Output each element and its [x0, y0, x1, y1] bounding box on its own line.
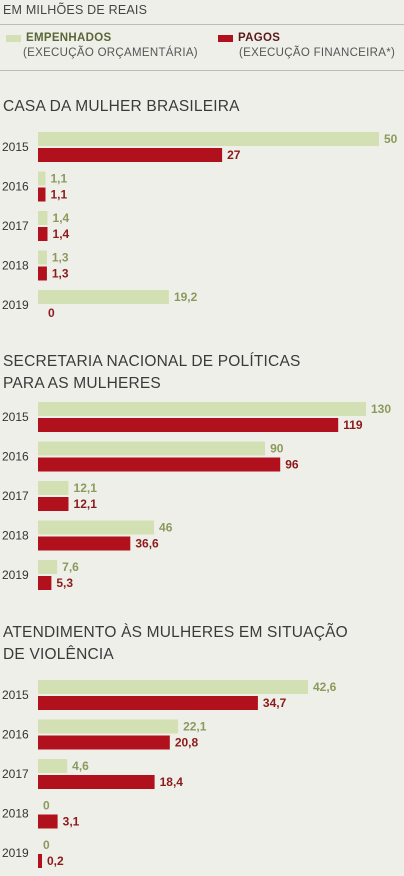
chart-1-year-label: 2019 [2, 298, 29, 312]
chart-3-year-label: 2015 [2, 688, 29, 702]
legend-swatch-empenhados [6, 35, 21, 42]
chart-1-label-pagos: 1,3 [52, 267, 69, 281]
chart-2-bar-empenhados [38, 441, 266, 456]
chart-3-bar-pagos [38, 854, 42, 868]
chart-2-bar-empenhados [38, 481, 69, 495]
chart-2-year-label: 2016 [2, 450, 29, 464]
chart-1-label-empenhados: 1,3 [52, 251, 69, 265]
chart-3-title-line-1: ATENDIMENTO ÀS MULHERES EM SITUAÇÃO [3, 624, 348, 641]
chart-3-year-label: 2016 [2, 728, 29, 742]
chart-3-bar-pagos [38, 814, 58, 829]
chart-1-year-label: 2017 [2, 219, 29, 233]
legend-empenhados-sub: (EXECUÇÃO ORÇAMENTÁRIA) [23, 47, 198, 59]
chart-3-label-empenhados: 0 [43, 838, 50, 852]
chart-1-year-label: 2015 [2, 140, 29, 154]
chart-2-label-pagos: 96 [285, 458, 299, 472]
chart-2-label-empenhados: 46 [159, 521, 173, 535]
chart-3-bar-pagos [38, 696, 258, 710]
chart-3-label-empenhados: 22,1 [183, 720, 207, 734]
chart-3-label-pagos: 20,8 [175, 736, 199, 750]
chart-2-year-label: 2018 [2, 529, 29, 543]
chart-3-bar-empenhados [38, 759, 68, 773]
chart-1-bar-empenhados [38, 250, 47, 265]
chart-2-title-line-2: PARA AS MULHERES [3, 375, 161, 392]
legend-empenhados: EMPENHADOS (EXECUÇÃO ORÇAMENTÁRIA) [6, 31, 198, 61]
chart-1-bar-empenhados [38, 211, 48, 225]
chart-1-bar-empenhados [38, 290, 169, 304]
chart-3-label-pagos: 34,7 [263, 696, 287, 710]
chart-3-year-label: 2017 [2, 767, 29, 781]
chart-3-bar-pagos [38, 775, 155, 789]
chart-1-label-pagos: 1,1 [51, 188, 68, 202]
chart-2-bar-pagos [38, 418, 339, 432]
chart-1-label-empenhados: 1,4 [53, 211, 70, 225]
chart-3-label-pagos: 0,2 [47, 854, 64, 868]
chart-2-label-pagos: 36,6 [135, 537, 159, 551]
chart-3-year-label: 2018 [2, 807, 29, 821]
legend-swatch-pagos [218, 35, 233, 42]
chart-2-year-label: 2015 [2, 410, 29, 424]
chart-3-label-empenhados: 42,6 [313, 680, 337, 694]
chart-2-label-pagos: 5,3 [56, 576, 73, 590]
chart-2-label-empenhados: 12,1 [74, 481, 98, 495]
chart-1-bar-pagos [38, 227, 48, 241]
chart-1-bar-empenhados [38, 132, 379, 146]
chart-2-title-line-1: SECRETARIA NACIONAL DE POLÍTICAS [3, 353, 301, 370]
chart-1-title-line-1: CASA DA MULHER BRASILEIRA [3, 98, 240, 115]
chart-1-label-empenhados: 50 [384, 132, 398, 146]
chart-3-label-empenhados: 0 [43, 799, 50, 813]
chart-1-bar-pagos [38, 187, 46, 202]
chart-1-bar-pagos [38, 148, 223, 162]
legend-pagos-sub: (EXECUÇÃO FINANCEIRA*) [239, 47, 396, 59]
chart-2-bar-pagos [38, 497, 69, 511]
chart-2-label-empenhados: 90 [270, 442, 284, 456]
chart-1-year-label: 2018 [2, 259, 29, 273]
chart-3-label-empenhados: 4,6 [72, 759, 89, 773]
chart-1-label-empenhados: 19,2 [174, 290, 198, 304]
chart-1-label-pagos: 0 [48, 306, 55, 320]
chart-1-label-pagos: 27 [227, 148, 241, 162]
unit-note: EM MILHÕES DE REAIS [3, 3, 148, 17]
chart-3-title-line-2: DE VIOLÊNCIA [3, 646, 114, 663]
chart-3-year-label: 2019 [2, 846, 29, 860]
chart-2-bar-empenhados [38, 560, 58, 574]
chart-2-year-label: 2019 [2, 568, 29, 582]
chart-1-bar-empenhados [38, 171, 46, 186]
chart-3-bar-empenhados [38, 719, 179, 734]
chart-2-label-pagos: 119 [343, 418, 363, 432]
chart-2-year-label: 2017 [2, 489, 29, 503]
chart-1-label-pagos: 1,4 [53, 227, 70, 241]
chart-2-bar-empenhados [38, 520, 155, 535]
chart-2-bar-empenhados [38, 402, 366, 416]
chart-1-year-label: 2016 [2, 180, 29, 194]
chart-2-bar-pagos [38, 576, 52, 590]
legend-empenhados-name: EMPENHADOS [26, 32, 112, 44]
chart-3-label-pagos: 18,4 [160, 775, 184, 789]
chart-2-bar-pagos [38, 536, 131, 551]
chart-1-label-empenhados: 1,1 [51, 172, 68, 186]
legend-pagos: PAGOS (EXECUÇÃO FINANCEIRA*) [218, 31, 395, 61]
top-rule [0, 24, 404, 25]
legend-pagos-name: PAGOS [238, 32, 281, 44]
chart-2-label-empenhados: 130 [371, 402, 391, 416]
chart-3-label-pagos: 3,1 [63, 815, 80, 829]
chart-2-label-pagos: 12,1 [74, 497, 98, 511]
chart-2-label-empenhados: 7,6 [62, 560, 79, 574]
chart-1-bar-pagos [38, 266, 47, 281]
chart-3-bar-empenhados [38, 680, 308, 694]
legend-rule [0, 70, 404, 71]
chart-3-bar-pagos [38, 735, 170, 750]
chart-2-bar-pagos [38, 457, 281, 472]
